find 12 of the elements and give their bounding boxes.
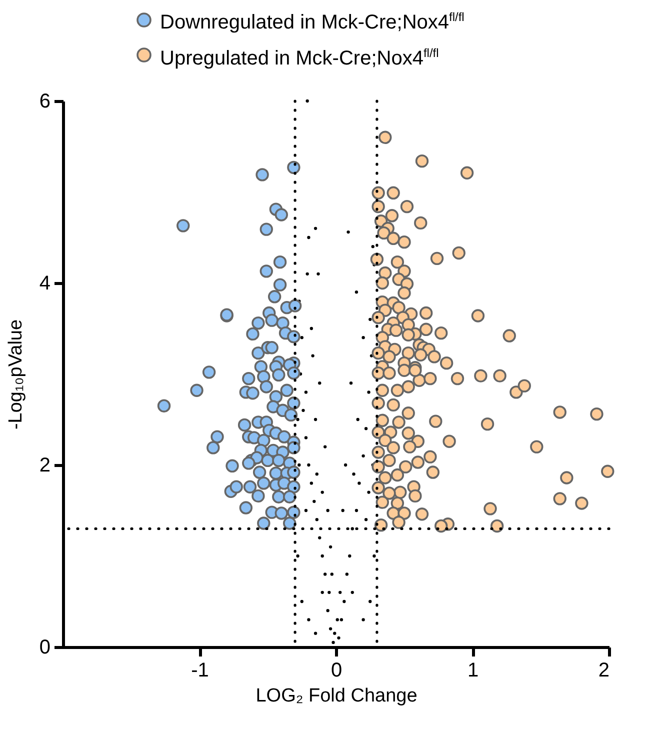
y-tick-label: 6 — [39, 90, 50, 113]
y-tick-label: 4 — [39, 272, 50, 295]
x-tick-label: 0 — [330, 660, 342, 682]
legend-label: Upregulated in Mck-Cre;Nox4$^{fl/fl}$ — [160, 44, 439, 72]
y-axis-title: -Log₁₀pValue — [5, 320, 26, 430]
x-tick-label: -1 — [191, 660, 209, 682]
y-tick-label: 0 — [39, 636, 50, 659]
legend-label: Downregulated in Mck-Cre;Nox4$^{fl/fl}$ — [160, 9, 464, 36]
x-tick-label: 2 — [598, 660, 610, 682]
y-tick-label: 2 — [39, 454, 50, 477]
x-axis-title: LOG₂ Fold Change — [256, 686, 418, 707]
x-tick-label: 1 — [467, 660, 479, 682]
